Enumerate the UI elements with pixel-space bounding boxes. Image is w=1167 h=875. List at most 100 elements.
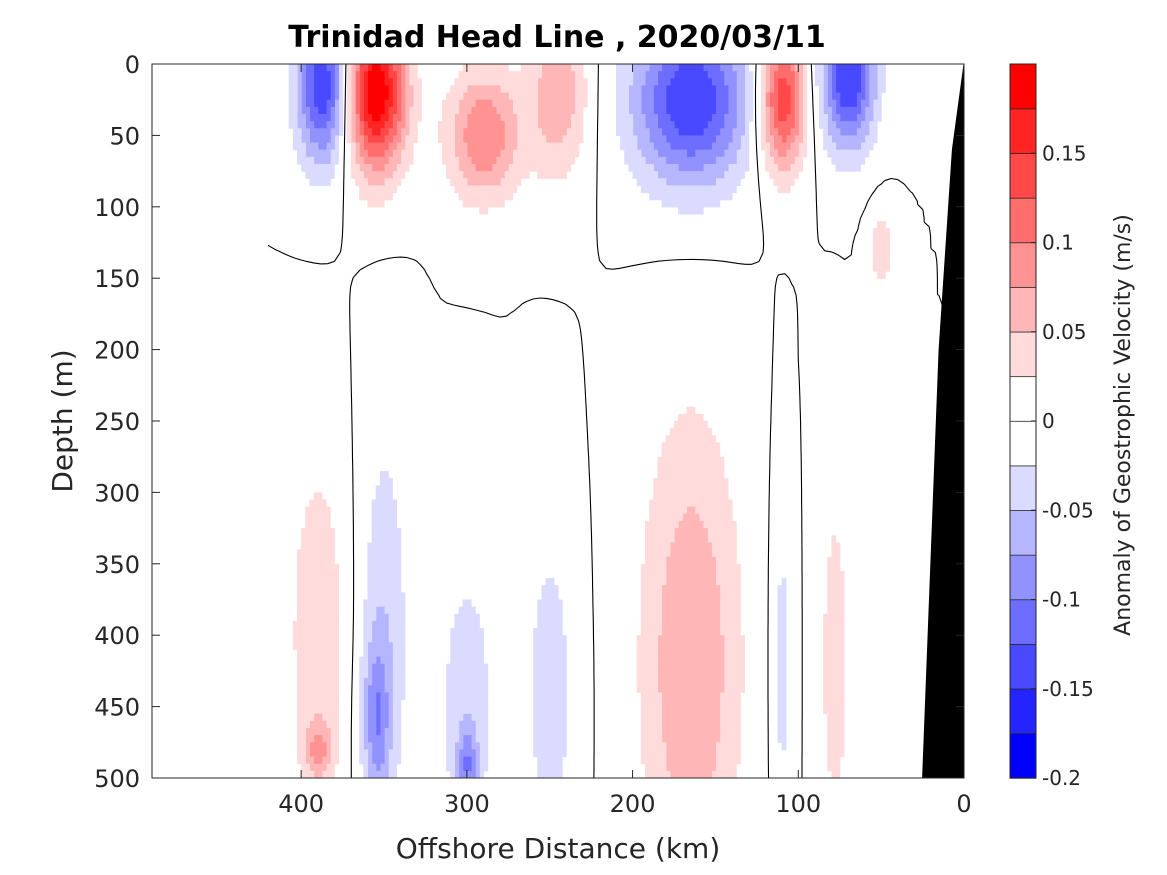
velocity-cell [524, 85, 530, 94]
velocity-cell [367, 670, 373, 679]
velocity-cell [661, 492, 667, 501]
velocity-cell [334, 135, 340, 144]
velocity-cell [321, 78, 327, 87]
velocity-cell [553, 613, 559, 622]
velocity-cell [661, 570, 667, 579]
velocity-cell [674, 106, 679, 115]
velocity-cell [450, 156, 456, 165]
velocity-cell [553, 692, 559, 701]
velocity-cell [686, 628, 692, 636]
velocity-cell [533, 749, 538, 758]
velocity-cell [657, 628, 663, 636]
velocity-cell [794, 128, 799, 136]
velocity-cell [839, 99, 845, 108]
velocity-cell [835, 620, 841, 629]
velocity-cell [703, 635, 708, 643]
velocity-cell [740, 92, 746, 101]
velocity-cell [669, 563, 675, 572]
velocity-cell [313, 563, 319, 572]
velocity-cell [674, 535, 679, 543]
velocity-cell [375, 149, 381, 158]
velocity-cell [690, 406, 696, 415]
velocity-cell [317, 506, 323, 515]
velocity-cell [640, 756, 646, 765]
velocity-cell [707, 485, 712, 493]
velocity-cell [375, 499, 381, 508]
velocity-cell [790, 92, 795, 101]
velocity-cell [661, 770, 667, 778]
velocity-cell [690, 149, 696, 158]
velocity-cell [371, 663, 377, 672]
velocity-cell [843, 85, 849, 94]
velocity-cell [781, 121, 787, 129]
velocity-cell [653, 756, 659, 765]
velocity-cell [665, 185, 671, 194]
velocity-cell [537, 699, 543, 708]
velocity-cell [471, 742, 476, 751]
velocity-cell [839, 163, 845, 172]
velocity-cell [545, 649, 551, 658]
velocity-cell [408, 85, 414, 94]
velocity-cell [553, 770, 559, 778]
velocity-cell [802, 113, 808, 122]
velocity-cell [533, 692, 538, 701]
velocity-cell [301, 113, 306, 122]
velocity-cell [512, 113, 518, 122]
velocity-cell [466, 735, 472, 743]
velocity-cell [740, 78, 746, 87]
velocity-cell [653, 735, 659, 743]
velocity-cell [404, 135, 410, 144]
velocity-cell [649, 171, 654, 179]
velocity-cell [504, 178, 509, 186]
velocity-cell [375, 563, 381, 572]
velocity-cell [317, 78, 323, 87]
velocity-cell [545, 135, 551, 144]
velocity-cell [549, 663, 555, 672]
velocity-cell [881, 263, 886, 272]
velocity-cell [727, 549, 733, 558]
velocity-cell [665, 563, 671, 572]
velocity-cell [860, 156, 866, 165]
velocity-cell [831, 599, 837, 608]
velocity-cell [392, 71, 398, 79]
velocity-cell [661, 563, 667, 572]
velocity-cell [690, 85, 696, 94]
velocity-cell [384, 720, 389, 729]
velocity-cell [471, 106, 476, 115]
velocity-cell [313, 749, 319, 758]
velocity-cell [553, 113, 559, 122]
velocity-cell [487, 163, 493, 172]
velocity-cell [698, 71, 704, 79]
velocity-cell [777, 642, 783, 651]
velocity-cell [334, 720, 340, 729]
velocity-cell [628, 71, 634, 79]
velocity-cell [723, 549, 729, 558]
velocity-cell [549, 649, 555, 658]
velocity-cell [711, 64, 717, 72]
velocity-cell [802, 78, 808, 87]
velocity-cell [839, 749, 845, 758]
velocity-cell [653, 85, 659, 94]
velocity-cell [777, 735, 783, 743]
velocity-cell [719, 585, 725, 593]
velocity-cell [305, 642, 311, 651]
velocity-cell [649, 99, 654, 108]
velocity-cell [694, 570, 700, 579]
velocity-cell [620, 71, 625, 79]
velocity-cell [450, 135, 456, 144]
velocity-cell [674, 506, 679, 515]
velocity-cell [740, 106, 746, 115]
velocity-cell [674, 199, 679, 208]
velocity-cell [736, 649, 741, 658]
velocity-cell [549, 763, 555, 772]
velocity-cell [574, 64, 580, 72]
velocity-cell [732, 685, 737, 693]
velocity-cell [516, 85, 522, 94]
velocity-cell [669, 470, 675, 479]
velocity-cell [682, 442, 688, 451]
velocity-cell [727, 128, 733, 136]
y-tick-label: 400 [94, 622, 140, 650]
velocity-cell [384, 728, 389, 736]
velocity-cell [682, 678, 688, 686]
velocity-cell [686, 685, 692, 693]
